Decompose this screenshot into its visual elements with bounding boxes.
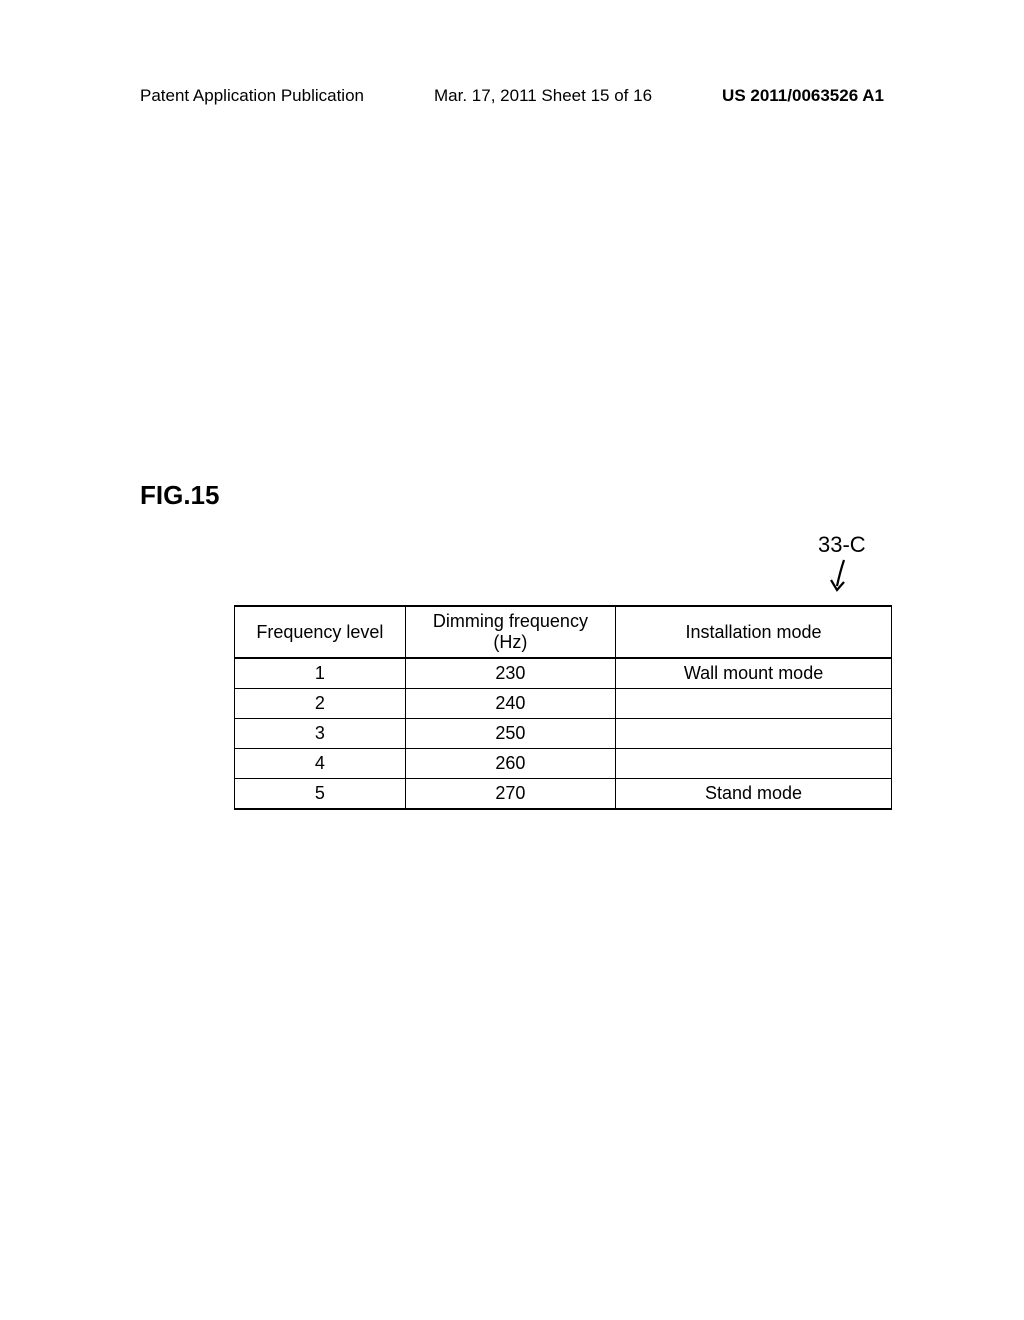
table-row: 4 260 [235, 749, 892, 779]
figure-label: FIG.15 [140, 480, 219, 511]
table-row: 1 230 Wall mount mode [235, 658, 892, 689]
cell-freq: 240 [405, 689, 615, 719]
frequency-table: Frequency level Dimming frequency (Hz) I… [234, 605, 892, 810]
header-center: Mar. 17, 2011 Sheet 15 of 16 [434, 86, 652, 106]
table-row: 3 250 [235, 719, 892, 749]
arrow-down-icon [826, 558, 854, 594]
cell-mode [616, 719, 892, 749]
cell-freq: 250 [405, 719, 615, 749]
column-header: Dimming frequency (Hz) [405, 606, 615, 658]
page-header: Patent Application Publication Mar. 17, … [0, 86, 1024, 106]
cell-mode [616, 749, 892, 779]
cell-mode: Stand mode [616, 779, 892, 810]
cell-level: 4 [235, 749, 406, 779]
table-header-row: Frequency level Dimming frequency (Hz) I… [235, 606, 892, 658]
cell-level: 5 [235, 779, 406, 810]
column-header: Frequency level [235, 606, 406, 658]
cell-mode [616, 689, 892, 719]
table-row: 2 240 [235, 689, 892, 719]
header-right: US 2011/0063526 A1 [722, 86, 884, 106]
cell-level: 3 [235, 719, 406, 749]
cell-freq: 230 [405, 658, 615, 689]
table-row: 5 270 Stand mode [235, 779, 892, 810]
column-header: Installation mode [616, 606, 892, 658]
cell-mode: Wall mount mode [616, 658, 892, 689]
arrow-reference-label: 33-C [818, 532, 866, 558]
cell-level: 1 [235, 658, 406, 689]
cell-level: 2 [235, 689, 406, 719]
cell-freq: 270 [405, 779, 615, 810]
cell-freq: 260 [405, 749, 615, 779]
header-left: Patent Application Publication [140, 86, 364, 106]
